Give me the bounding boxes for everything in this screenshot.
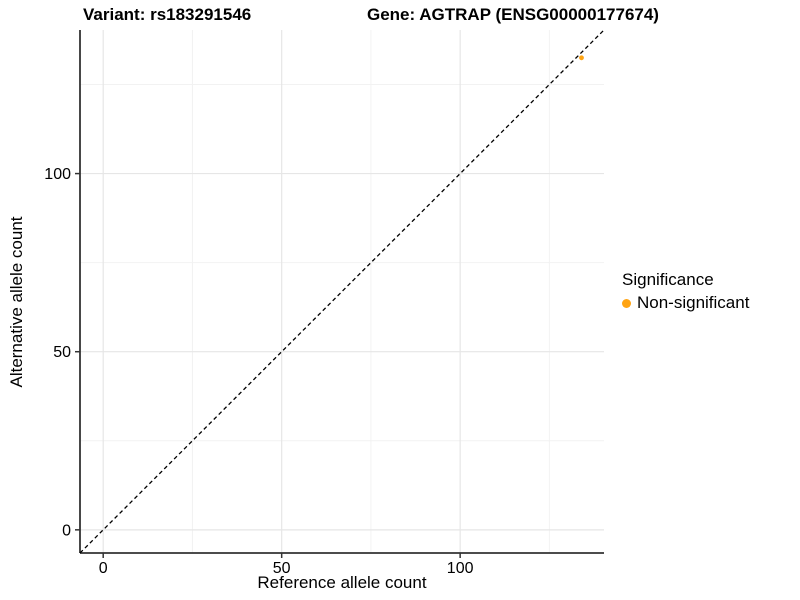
legend-title: Significance [622, 270, 714, 289]
y-axis-title: Alternative allele count [7, 216, 26, 388]
x-tick-label: 0 [99, 560, 108, 577]
y-tick-label: 0 [62, 522, 71, 539]
x-tick-label: 50 [273, 560, 291, 577]
x-axis-title: Reference allele count [257, 573, 427, 592]
x-tick-label: 100 [447, 560, 474, 577]
non-significant-point-icon [622, 298, 631, 308]
variant-title: Variant: rs183291546 [83, 5, 252, 24]
gene-title: Gene: AGTRAP (ENSG00000177674) [367, 5, 659, 24]
legend-item-label: Non-significant [637, 293, 750, 312]
legend-item-non-significant: Non-significant [622, 293, 749, 313]
data-point [579, 55, 584, 61]
y-tick-label: 50 [53, 344, 71, 361]
y-tick-label: 100 [44, 166, 71, 183]
identity-line [79, 29, 605, 554]
legend: Significance Non-significant [622, 270, 749, 313]
